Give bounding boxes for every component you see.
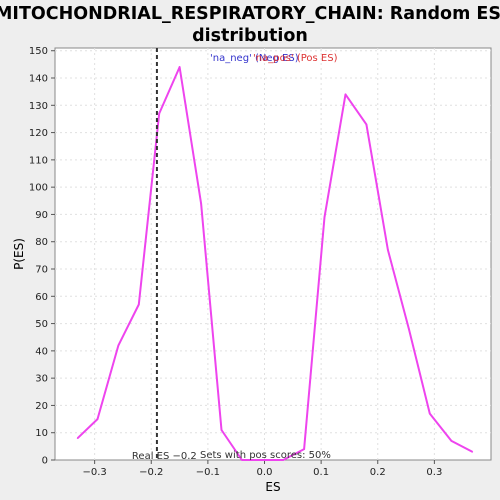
y-tick-label: 40: [35, 346, 48, 357]
y-tick-label: 110: [29, 155, 48, 166]
data-point: [429, 412, 431, 415]
data-point: [323, 216, 326, 218]
data-point: [471, 451, 474, 453]
data-point: [365, 123, 368, 126]
legend-neg-entry: 'na_neg' (Neg ES): [210, 53, 299, 64]
series-layer: [76, 66, 473, 461]
x-tick-label: −0.2: [139, 467, 163, 478]
data-point: [200, 202, 202, 205]
y-tick-label: 0: [42, 456, 48, 467]
data-point: [241, 459, 243, 461]
data-point: [117, 344, 120, 347]
x-tick-label: 0.1: [313, 467, 329, 478]
data-point: [96, 418, 99, 420]
data-point: [450, 440, 453, 442]
data-point: [408, 328, 410, 330]
y-tick-label: 150: [29, 46, 48, 57]
x-tick-label: 0.2: [370, 467, 386, 478]
es-distribution-line: [76, 66, 473, 461]
x-axis: −0.3 −0.2 −0.1 0.0 0.1 0.2 0.3: [82, 460, 442, 478]
data-point: [76, 437, 79, 439]
data-point: [220, 429, 223, 431]
data-point: [344, 93, 347, 96]
y-axis: 0 10 20 30 40 50 60 70 80 90 100 110 120 130 140 150: [29, 46, 55, 467]
chart-title-line-1: MITOCHONDRIAL_RESPIRATORY_CHAIN: Random …: [0, 4, 500, 24]
data-point: [158, 112, 160, 115]
y-tick-label: 90: [35, 210, 48, 221]
plot-area: [54, 47, 492, 461]
data-point: [138, 303, 140, 306]
y-tick-label: 80: [35, 237, 48, 248]
y-axis-label: P(ES): [12, 238, 26, 270]
y-tick-label: 60: [35, 292, 48, 303]
data-point: [387, 249, 389, 251]
y-tick-label: 140: [29, 74, 48, 85]
data-point: [178, 66, 181, 68]
y-tick-label: 50: [35, 319, 48, 330]
y-tick-label: 70: [35, 265, 48, 276]
chart-title-line-2: distribution: [192, 26, 308, 46]
sets-with-pos-scores-label: Sets with pos scores: 50%: [200, 450, 331, 461]
legend-pos-entry: 'na_pos' (Pos ES): [253, 53, 338, 64]
data-point: [303, 448, 305, 450]
data-point: [282, 459, 284, 461]
y-tick-label: 10: [35, 428, 48, 439]
y-tick-label: 20: [35, 401, 48, 412]
data-point: [262, 459, 264, 461]
y-tick-label: 100: [29, 183, 48, 194]
x-tick-label: −0.3: [82, 467, 106, 478]
y-tick-label: 120: [29, 128, 48, 139]
x-tick-label: −0.1: [196, 467, 220, 478]
x-tick-label: 0.0: [257, 467, 273, 478]
y-tick-label: 30: [35, 374, 48, 385]
x-axis-label: ES: [265, 480, 280, 494]
y-tick-label: 130: [29, 101, 48, 112]
x-tick-label: 0.3: [426, 467, 442, 478]
points-layer: [76, 66, 474, 461]
real-es-label: Real ES −0.2: [132, 451, 197, 462]
